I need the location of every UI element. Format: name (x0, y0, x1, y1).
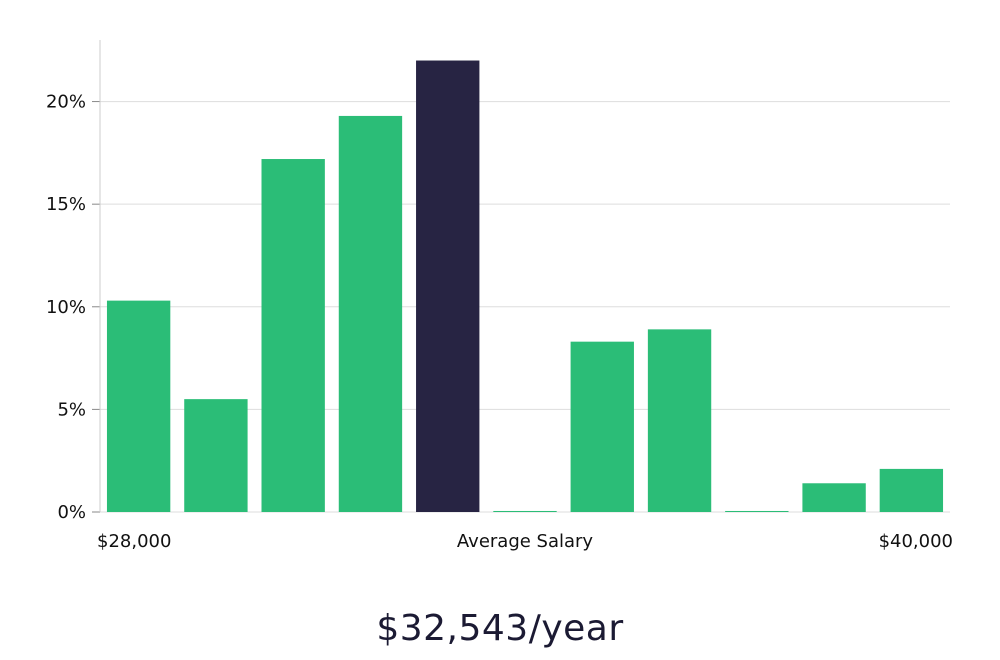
y-tick-label: 15% (46, 194, 86, 215)
y-tick-label: 10% (46, 297, 86, 318)
bar (725, 510, 789, 512)
bar (261, 159, 325, 512)
x-min-label: $28,000 (97, 531, 171, 552)
average-salary-value: $32,543/year (376, 608, 624, 649)
bar (879, 468, 944, 512)
y-tick-label: 20% (46, 92, 86, 113)
y-tick-label: 0% (57, 502, 86, 523)
y-axis-ticks: 0% 5% 10% 15% 20% (46, 92, 100, 523)
bar (184, 399, 248, 512)
bars (106, 60, 944, 513)
x-axis-title: Average Salary (457, 531, 594, 552)
x-max-label: $40,000 (879, 531, 953, 552)
bar (493, 510, 557, 512)
y-tick-label: 5% (57, 399, 86, 420)
bar (570, 341, 634, 512)
bar (106, 300, 171, 512)
salary-distribution-chart: 0% 5% 10% 15% 20% $28,000 Average Salary $40… (46, 40, 953, 552)
bar (802, 483, 866, 512)
bar (647, 329, 712, 512)
bar (338, 115, 403, 513)
highlighted-bar (416, 60, 480, 513)
